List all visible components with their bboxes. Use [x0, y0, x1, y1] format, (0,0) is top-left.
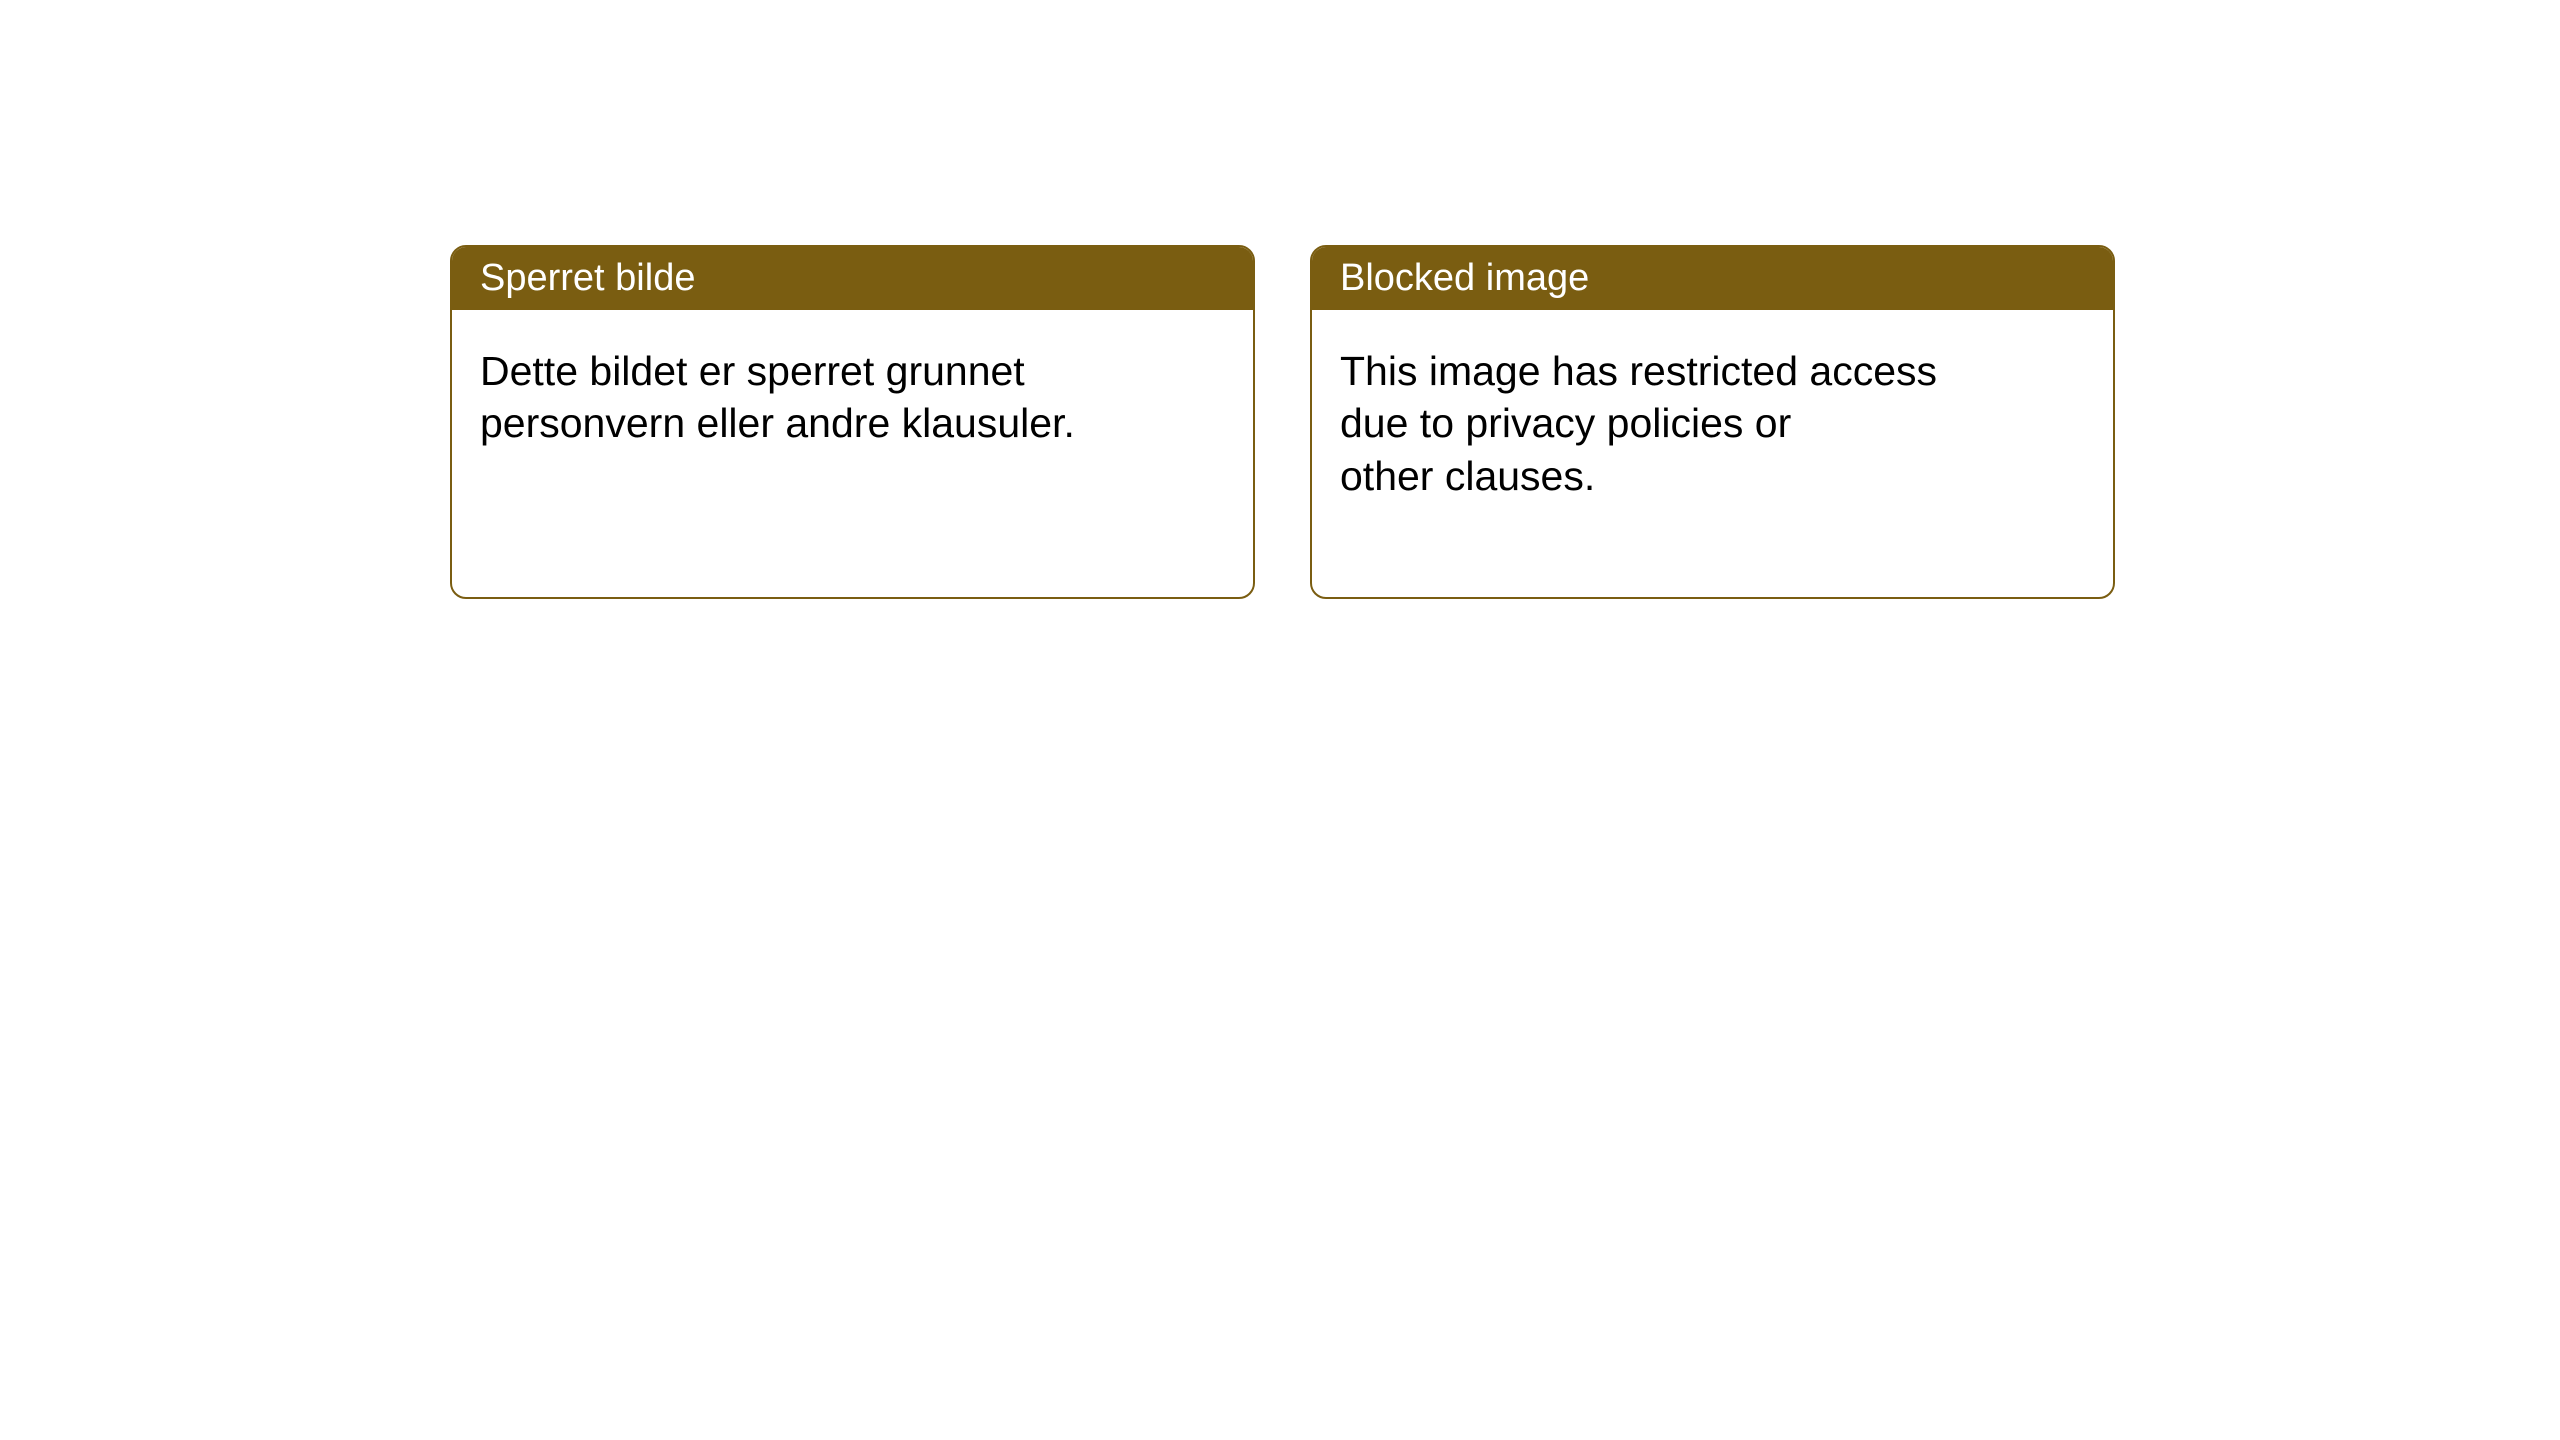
card-header: Sperret bilde [452, 247, 1253, 310]
card-title: Sperret bilde [480, 257, 695, 299]
body-line: Dette bildet er sperret grunnet [480, 345, 1225, 397]
body-line: This image has restricted access [1340, 345, 2085, 397]
body-line: due to privacy policies or [1340, 397, 2085, 449]
card-header: Blocked image [1312, 247, 2113, 310]
card-body: This image has restricted access due to … [1312, 310, 2113, 597]
body-line: other clauses. [1340, 450, 2085, 502]
body-line: personvern eller andre klausuler. [480, 397, 1225, 449]
notice-container: Sperret bilde Dette bildet er sperret gr… [450, 245, 2115, 599]
card-body: Dette bildet er sperret grunnet personve… [452, 310, 1253, 545]
card-title: Blocked image [1340, 257, 1589, 299]
notice-card-norwegian: Sperret bilde Dette bildet er sperret gr… [450, 245, 1255, 599]
notice-card-english: Blocked image This image has restricted … [1310, 245, 2115, 599]
